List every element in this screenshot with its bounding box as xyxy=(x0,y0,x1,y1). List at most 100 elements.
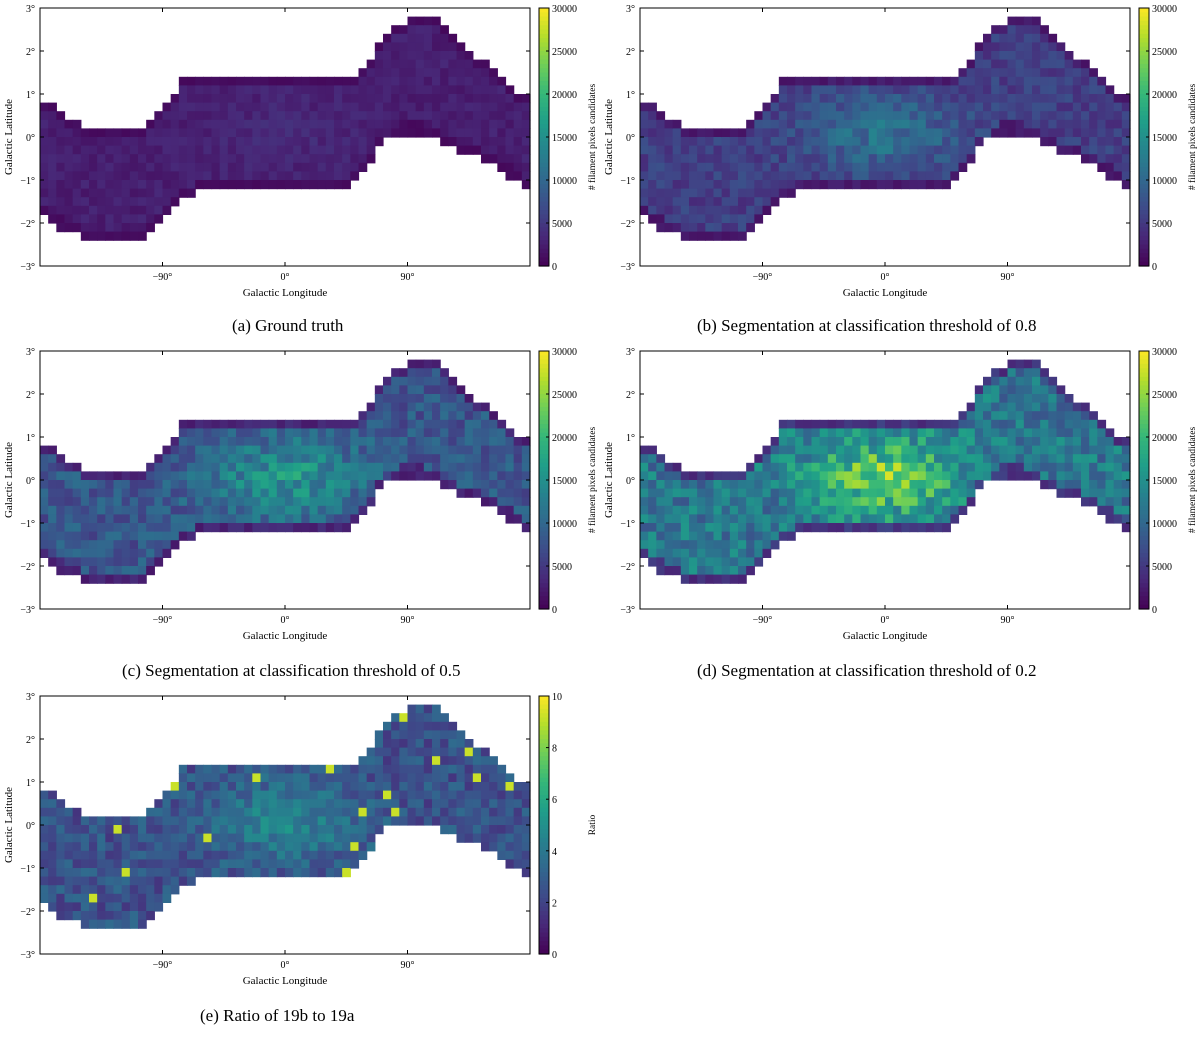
heatmap-cell xyxy=(925,480,935,490)
heatmap-cell xyxy=(432,807,441,817)
heatmap-cell xyxy=(178,799,188,809)
heatmap-cell xyxy=(146,885,155,895)
heatmap-cell xyxy=(285,497,294,507)
heatmap-cell xyxy=(56,462,66,472)
heatmap-cell xyxy=(407,111,417,121)
heatmap-cell xyxy=(244,111,253,121)
x-tick-label: 0° xyxy=(881,272,890,283)
colorbar-step xyxy=(539,218,549,224)
heatmap-cell xyxy=(640,497,649,507)
heatmap-cell xyxy=(391,111,400,121)
heatmap-cell xyxy=(729,162,739,172)
heatmap-cell xyxy=(958,119,968,129)
heatmap-cell xyxy=(293,790,302,800)
heatmap-cell xyxy=(89,480,98,490)
heatmap-cell xyxy=(689,180,698,190)
heatmap-cell xyxy=(464,833,474,843)
y-tick-label: −2° xyxy=(20,219,35,230)
heatmap-cell xyxy=(170,437,180,447)
heatmap-cell xyxy=(236,480,245,490)
heatmap-cell xyxy=(260,85,270,95)
heatmap-cell xyxy=(309,523,319,533)
heatmap-cell xyxy=(1064,471,1074,481)
heatmap-cell xyxy=(983,394,992,404)
heatmap-cell xyxy=(762,128,772,138)
colorbar-step xyxy=(1139,149,1149,155)
heatmap-cell xyxy=(991,402,1000,412)
heatmap-cell xyxy=(64,833,74,843)
heatmap-cell xyxy=(983,462,992,472)
heatmap-cell xyxy=(901,445,911,455)
heatmap-cell xyxy=(154,505,164,515)
heatmap-cell xyxy=(334,137,343,147)
heatmap-cell xyxy=(505,119,515,129)
heatmap-cell xyxy=(489,154,498,164)
heatmap-cell xyxy=(154,842,164,852)
heatmap-cell xyxy=(423,445,433,455)
heatmap-cell xyxy=(1072,462,1082,472)
colorbar-step xyxy=(539,945,549,951)
heatmap-cell xyxy=(481,756,490,766)
heatmap-cell xyxy=(778,471,788,481)
heatmap-cell xyxy=(481,428,490,438)
heatmap-cell xyxy=(129,911,139,921)
heatmap-cell xyxy=(942,445,951,455)
x-axis-label: Galactic Longitude xyxy=(243,630,328,642)
heatmap-cell xyxy=(407,713,417,723)
heatmap-cell xyxy=(680,480,690,490)
heatmap-cell xyxy=(56,497,66,507)
heatmap-cell xyxy=(301,94,311,104)
heatmap-cell xyxy=(317,764,327,774)
heatmap-cell xyxy=(170,454,180,464)
heatmap-cell xyxy=(1056,462,1066,472)
heatmap-cell xyxy=(958,94,968,104)
colorbar-step xyxy=(539,149,549,155)
heatmap-cell xyxy=(64,505,74,515)
colorbar-label: # filament pixels candidates xyxy=(587,427,598,534)
colorbar-step xyxy=(539,38,549,43)
heatmap-cell xyxy=(113,574,123,584)
heatmap-cell xyxy=(399,454,409,464)
heatmap-cell xyxy=(342,514,351,524)
heatmap-cell xyxy=(440,76,449,86)
heatmap-cell xyxy=(966,59,976,69)
heatmap-cell xyxy=(868,119,878,129)
heatmap-cell xyxy=(309,145,319,155)
heatmap-cell xyxy=(399,59,409,69)
heatmap-cell xyxy=(1048,33,1058,43)
heatmap-cell xyxy=(1015,437,1025,447)
heatmap-cell xyxy=(876,514,886,524)
heatmap-cell xyxy=(97,825,106,835)
heatmap-cell xyxy=(999,471,1009,481)
heatmap-cell xyxy=(456,411,466,421)
heatmap-cell xyxy=(689,471,698,481)
heatmap-cell xyxy=(497,825,507,835)
heatmap-cell xyxy=(89,833,98,843)
heatmap-cell xyxy=(811,454,821,464)
heatmap-cell xyxy=(423,411,433,421)
heatmap-cell xyxy=(481,154,490,164)
heatmap-cell xyxy=(762,462,772,472)
heatmap-cell xyxy=(219,480,229,490)
heatmap-cell xyxy=(1121,514,1131,524)
heatmap-cell xyxy=(640,119,649,129)
heatmap-cell xyxy=(219,437,229,447)
heatmap-cell xyxy=(917,145,927,155)
heatmap-cell xyxy=(178,171,188,181)
heatmap-cell xyxy=(901,111,911,121)
heatmap-cell xyxy=(811,162,821,172)
heatmap-cell xyxy=(105,816,115,826)
heatmap-cell xyxy=(860,480,870,490)
heatmap-cell xyxy=(80,154,90,164)
heatmap-cell xyxy=(293,76,302,86)
heatmap-cell xyxy=(934,523,943,533)
heatmap-cell xyxy=(64,128,74,138)
colorbar-tick-label: 25000 xyxy=(1152,390,1177,401)
heatmap-cell xyxy=(113,180,123,190)
colorbar-step xyxy=(539,363,549,369)
heatmap-cell xyxy=(521,162,531,172)
heatmap-cell xyxy=(146,825,155,835)
heatmap-cell xyxy=(138,566,147,576)
heatmap-cell xyxy=(689,197,698,207)
heatmap-cell xyxy=(187,128,196,138)
